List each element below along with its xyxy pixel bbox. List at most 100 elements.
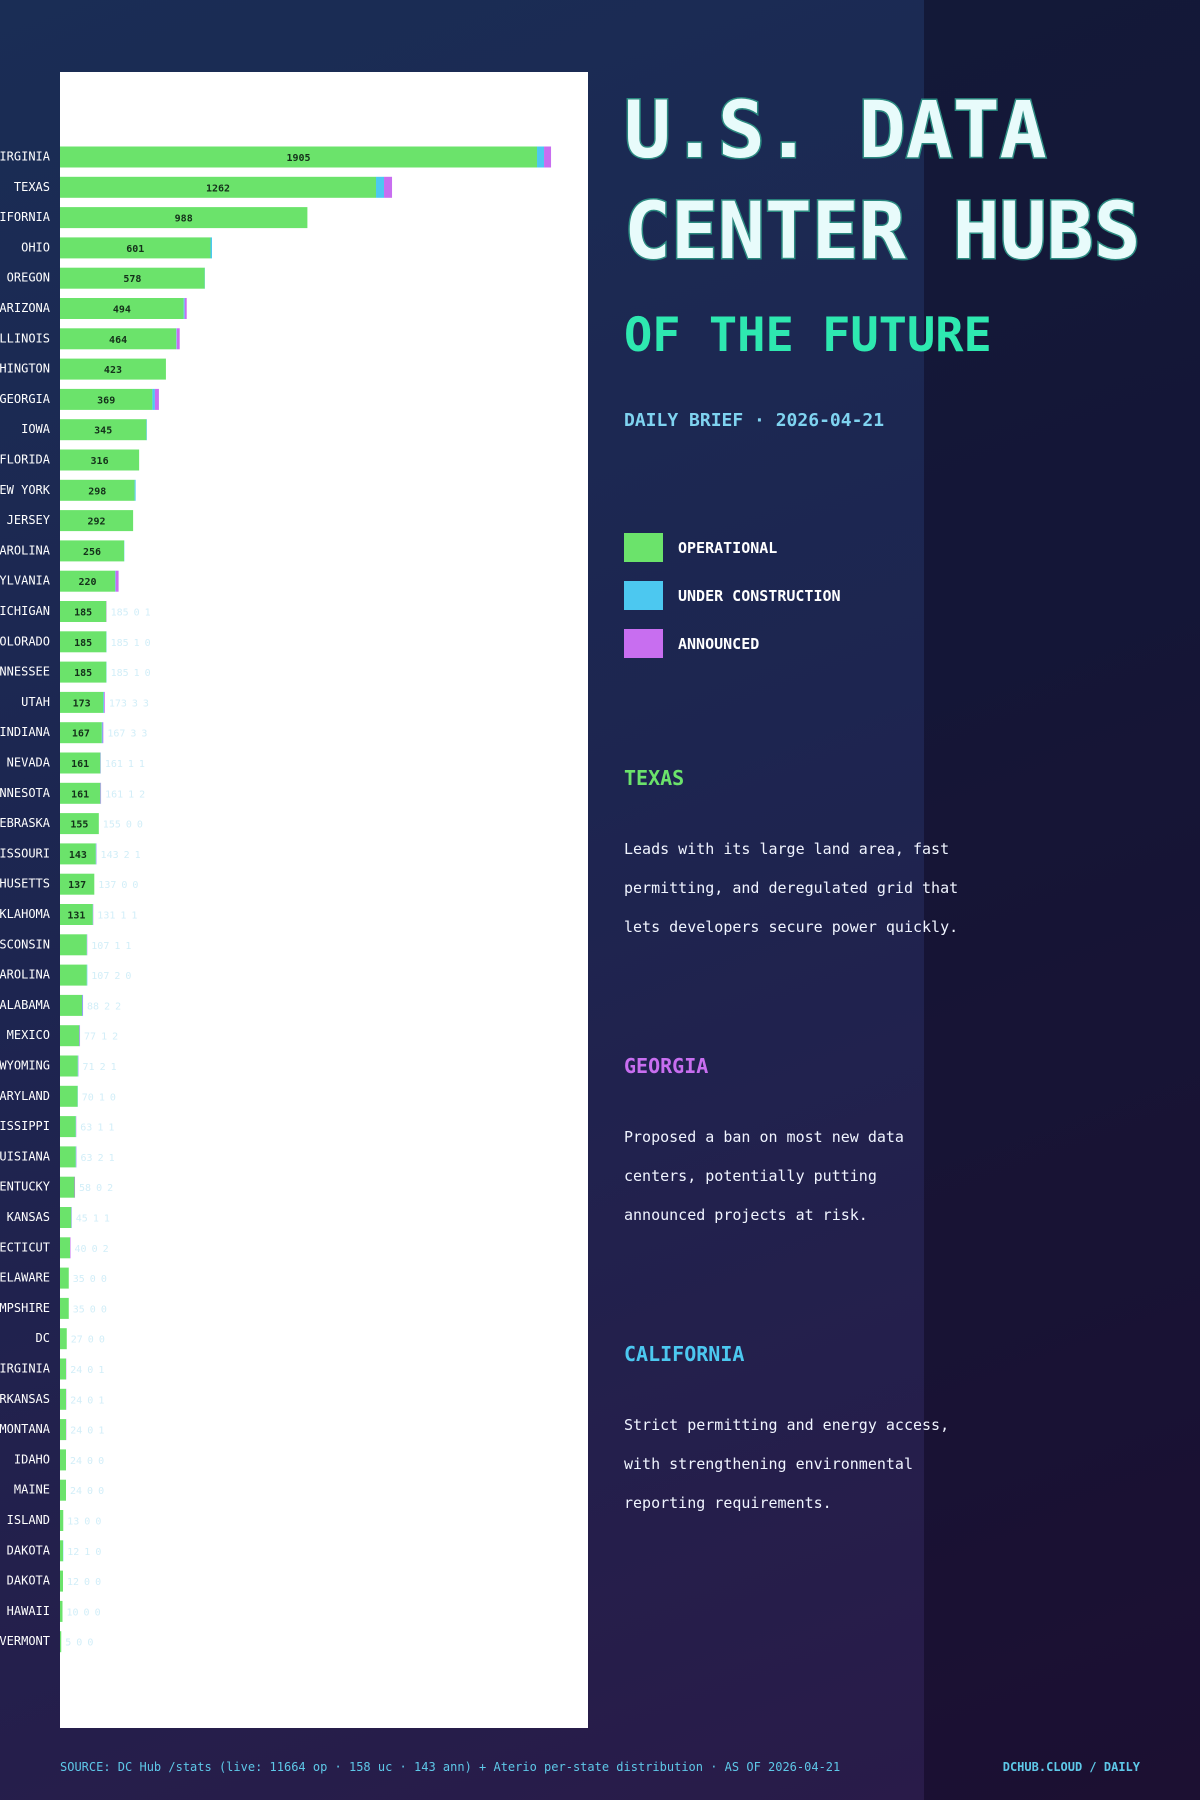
value-label: 494 <box>113 305 131 316</box>
bar-segment <box>60 237 211 259</box>
legend-item: OPERATIONAL <box>624 533 841 562</box>
bar-segment <box>60 1207 72 1228</box>
bar-segment <box>100 782 102 804</box>
bar-segment <box>60 752 101 774</box>
callout-heading: TEXAS <box>624 766 685 790</box>
breakdown-value: 58 <box>79 1183 91 1194</box>
value-label: 423 <box>104 365 122 376</box>
category-label: NEVADA <box>7 756 51 770</box>
breakdown-value: 1 <box>139 759 145 770</box>
bar-segment <box>60 1358 67 1380</box>
bar-segment <box>60 631 107 653</box>
category-label: KENTUCKY <box>0 1180 51 1194</box>
breakdown-value: 27 <box>71 1335 83 1346</box>
bar-segment <box>60 904 93 925</box>
breakdown-value: 0 <box>101 1304 107 1315</box>
bar-segment <box>544 146 552 168</box>
value-label: 167 <box>72 729 90 740</box>
bar-segment <box>60 813 99 835</box>
breakdown-value: 185 <box>111 668 129 679</box>
value-label: 161 <box>71 789 89 800</box>
breakdown-value: 0 <box>121 880 127 891</box>
breakdown-value: 137 <box>98 880 116 891</box>
category-label: IDAHO <box>14 1452 50 1466</box>
category-label: NEW MEXICO <box>0 1028 50 1042</box>
breakdown-value: 35 <box>73 1274 85 1285</box>
bar-segment <box>60 358 166 380</box>
bar-segment <box>60 1025 80 1047</box>
breakdown-value: 0 <box>98 1486 104 1497</box>
bar-segment <box>104 691 105 713</box>
breakdown-label: 137 0 0 <box>98 880 138 891</box>
legend: OPERATIONAL UNDER CONSTRUCTION ANNOUNCED <box>624 533 841 677</box>
value-label: 143 <box>69 850 87 861</box>
breakdown-label: 24 0 0 <box>70 1486 104 1497</box>
value-label: 220 <box>79 577 97 588</box>
value-label: 1262 <box>206 183 230 194</box>
value-label: 155 <box>70 820 88 831</box>
breakdown-value: 1 <box>125 941 131 952</box>
legend-swatch <box>624 533 663 562</box>
breakdown-value: 1 <box>98 1426 104 1437</box>
breakdown-value: 24 <box>70 1395 82 1406</box>
bar-segment <box>60 1388 67 1410</box>
bar-segment <box>184 298 187 319</box>
breakdown-value: 0 <box>96 1183 102 1194</box>
bar-segment <box>60 540 125 562</box>
bar-segment <box>102 722 104 744</box>
category-label: MICHIGAN <box>0 604 50 618</box>
bar-segment <box>60 1510 64 1531</box>
category-label: FLORIDA <box>0 453 51 467</box>
breakdown-label: 13 0 0 <box>67 1517 101 1528</box>
breakdown-value: 45 <box>76 1214 88 1225</box>
bar-segment <box>79 1025 81 1047</box>
category-label: MONTANA <box>0 1422 51 1436</box>
category-label: MASSACHUSETTS <box>0 877 50 891</box>
legend-label: UNDER CONSTRUCTION <box>678 586 841 605</box>
breakdown-value: 1 <box>108 1123 114 1134</box>
breakdown-label: 45 1 1 <box>76 1214 110 1225</box>
value-label: 137 <box>68 880 86 891</box>
category-label: CONNECTICUT <box>0 1240 50 1254</box>
bar-segment <box>60 1449 67 1471</box>
bar-segment <box>60 267 205 289</box>
breakdown-value: 2 <box>139 789 145 800</box>
category-label: NEW HAMPSHIRE <box>0 1301 50 1315</box>
site-link: DCHUB.CLOUD / DAILY <box>1002 1760 1140 1774</box>
category-label: DELAWARE <box>0 1271 50 1285</box>
breakdown-value: 2 <box>100 1062 106 1073</box>
category-label: CALIFORNIA <box>0 210 51 224</box>
breakdown-value: 35 <box>73 1304 85 1315</box>
category-label: PENNSYLVANIA <box>0 574 51 588</box>
category-label: WYOMING <box>0 1059 50 1073</box>
value-label: 988 <box>175 214 193 225</box>
breakdown-value: 0 <box>110 1092 116 1103</box>
breakdown-value: 2 <box>112 1032 118 1043</box>
breakdown-value: 1 <box>98 1365 104 1376</box>
breakdown-value: 0 <box>84 1607 90 1618</box>
category-label: SOUTH DAKOTA <box>0 1543 51 1557</box>
side-shade <box>924 0 1200 1800</box>
legend-label: ANNOUNCED <box>678 634 760 653</box>
breakdown-value: 0 <box>125 971 131 982</box>
breakdown-value: 1 <box>131 911 137 922</box>
breakdown-label: 161 1 2 <box>105 789 145 800</box>
breakdown-value: 0 <box>87 1426 93 1437</box>
category-label: RHODE ISLAND <box>0 1513 50 1527</box>
breakdown-value: 2 <box>107 1183 113 1194</box>
category-label: MAINE <box>14 1483 50 1497</box>
bar-segment <box>115 570 116 592</box>
breakdown-value: 1 <box>145 608 151 619</box>
category-label: WISCONSIN <box>0 937 50 951</box>
breakdown-label: 24 0 1 <box>70 1395 104 1406</box>
breakdown-value: 0 <box>145 668 151 679</box>
breakdown-value: 185 <box>111 638 129 649</box>
breakdown-label: 27 0 0 <box>71 1335 105 1346</box>
breakdown-value: 24 <box>70 1456 82 1467</box>
breakdown-value: 13 <box>67 1517 79 1528</box>
bar-segment <box>95 843 97 865</box>
breakdown-value: 0 <box>145 638 151 649</box>
breakdown-value: 161 <box>105 759 123 770</box>
bar-segment <box>60 1419 67 1441</box>
bar-segment <box>70 1237 71 1259</box>
